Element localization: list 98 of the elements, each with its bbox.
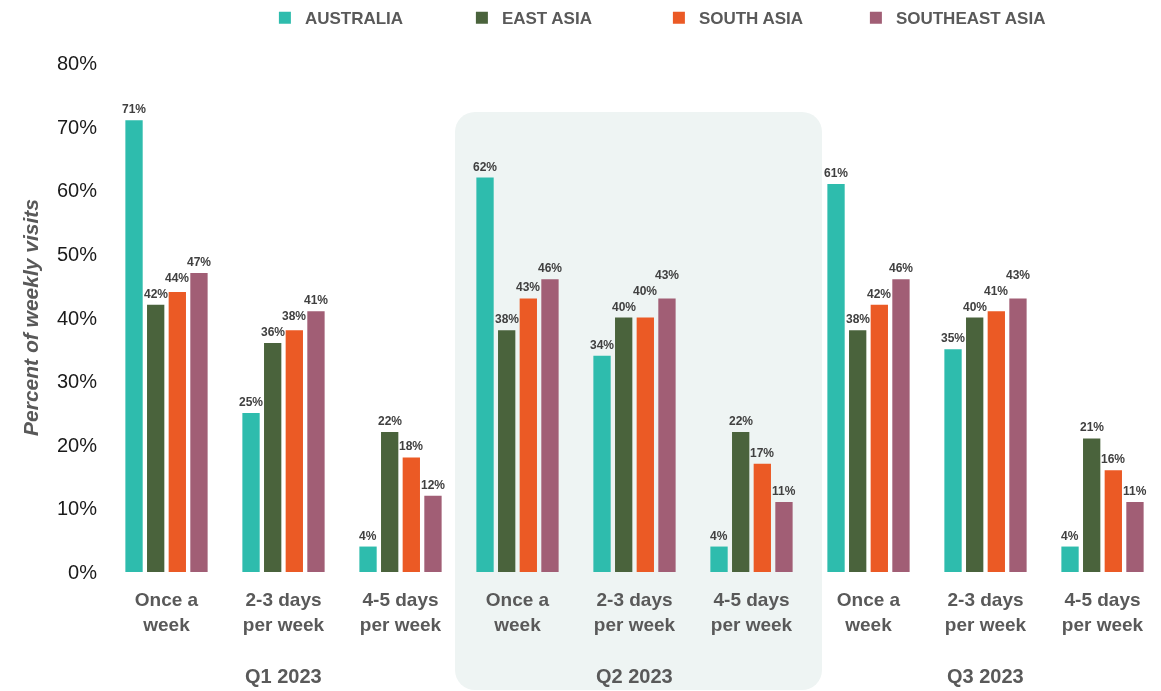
bar: [242, 412, 260, 572]
bar: [658, 298, 676, 572]
data-label: 12%: [421, 478, 446, 492]
data-label: 16%: [1101, 452, 1126, 466]
bar: [753, 463, 771, 572]
data-label: 43%: [516, 280, 541, 294]
data-label: 71%: [122, 102, 147, 116]
x-tick-label: 2-3 days per week: [593, 589, 676, 635]
bar: [1009, 298, 1027, 572]
bar: [987, 311, 1005, 572]
bar: [519, 298, 537, 572]
data-label: 43%: [1006, 268, 1031, 282]
data-label: 25%: [239, 395, 264, 409]
x-tick-label: 4-5 days per week: [359, 589, 442, 635]
bar: [892, 279, 910, 572]
bar: [424, 495, 442, 572]
bar: [285, 330, 303, 572]
bar: [381, 432, 399, 572]
bar: [775, 502, 793, 572]
x-tick-label: 4-5 days per week: [1061, 589, 1144, 635]
bar: [593, 355, 611, 572]
bar: [190, 272, 208, 572]
bar: [168, 292, 186, 572]
y-tick-label: 70%: [56, 115, 98, 138]
bar: [849, 330, 867, 572]
x-tick-label: Once a week: [485, 589, 550, 635]
bar: [307, 311, 325, 572]
x-tick-label: 4-5 days per week: [710, 589, 793, 635]
bar: [147, 304, 165, 572]
text: Q2 2023: [596, 665, 673, 687]
legend-label: SOUTH ASIA: [698, 9, 804, 29]
data-label: 4%: [359, 529, 377, 543]
data-label: 62%: [473, 160, 498, 174]
y-tick-label: 40%: [56, 306, 98, 329]
bar: [732, 432, 750, 572]
y-tick-label: 60%: [56, 179, 98, 202]
bar: [615, 317, 633, 572]
data-label: 41%: [984, 284, 1009, 298]
bar: [1083, 438, 1101, 572]
data-label: 38%: [846, 312, 871, 326]
text: Q3 2023: [947, 665, 1024, 687]
data-label: 21%: [1080, 420, 1105, 434]
data-label: 4%: [710, 529, 728, 543]
y-tick-label: 10%: [56, 497, 98, 520]
x-tick-label: 2-3 days per week: [242, 589, 325, 635]
bar: [402, 457, 420, 572]
data-label: 4%: [1061, 529, 1079, 543]
data-label: 42%: [144, 287, 169, 301]
x-tick-label: Once a week: [836, 589, 901, 635]
data-label: 44%: [165, 271, 190, 285]
bar: [1061, 546, 1079, 572]
text: Q1 2023: [245, 665, 322, 687]
bar: [359, 546, 377, 572]
data-label: 35%: [941, 331, 966, 345]
bar: [541, 279, 559, 572]
data-label: 46%: [538, 261, 563, 275]
data-label: 11%: [1123, 484, 1147, 498]
data-label: 22%: [378, 414, 403, 428]
bar: [710, 546, 728, 572]
data-label: 61%: [824, 166, 849, 180]
bar: [870, 304, 888, 572]
data-label: 22%: [729, 414, 754, 428]
bar: [1126, 502, 1144, 572]
bar: [944, 349, 962, 572]
legend-label: AUSTRALIA: [304, 9, 404, 29]
data-label: 43%: [655, 268, 680, 282]
y-tick-label: 50%: [56, 242, 98, 265]
legend-label: EAST ASIA: [501, 9, 592, 29]
y-tick-label: 0%: [68, 561, 98, 583]
data-label: 18%: [399, 439, 424, 453]
x-tick-label: Once a week: [134, 589, 199, 635]
data-label: 11%: [772, 484, 796, 498]
y-tick-label: 80%: [56, 52, 98, 74]
data-label: 41%: [304, 293, 329, 307]
bar: [1104, 470, 1122, 572]
data-label: 40%: [633, 284, 658, 298]
bar: [636, 317, 654, 572]
legend-label: SOUTHEAST ASIA: [895, 9, 1046, 29]
y-axis-title: Percent of weekly visits: [19, 199, 43, 436]
data-label: 34%: [590, 338, 615, 352]
data-label: 17%: [750, 446, 775, 460]
bar: [827, 183, 845, 572]
bar: [966, 317, 984, 572]
data-label: 38%: [495, 312, 520, 326]
data-label: 46%: [889, 261, 914, 275]
x-tick-label: 2-3 days per week: [944, 589, 1027, 635]
data-label: 40%: [612, 300, 637, 314]
y-tick-label: 30%: [56, 370, 98, 393]
bar: [476, 177, 494, 572]
bar: [125, 120, 143, 572]
data-label: 40%: [963, 300, 988, 314]
data-label: 42%: [867, 287, 892, 301]
y-tick-label: 20%: [56, 433, 98, 456]
data-label: 36%: [261, 325, 286, 339]
bar: [264, 342, 282, 572]
data-label: 38%: [282, 309, 307, 323]
bar: [498, 330, 516, 572]
data-label: 47%: [187, 255, 212, 269]
